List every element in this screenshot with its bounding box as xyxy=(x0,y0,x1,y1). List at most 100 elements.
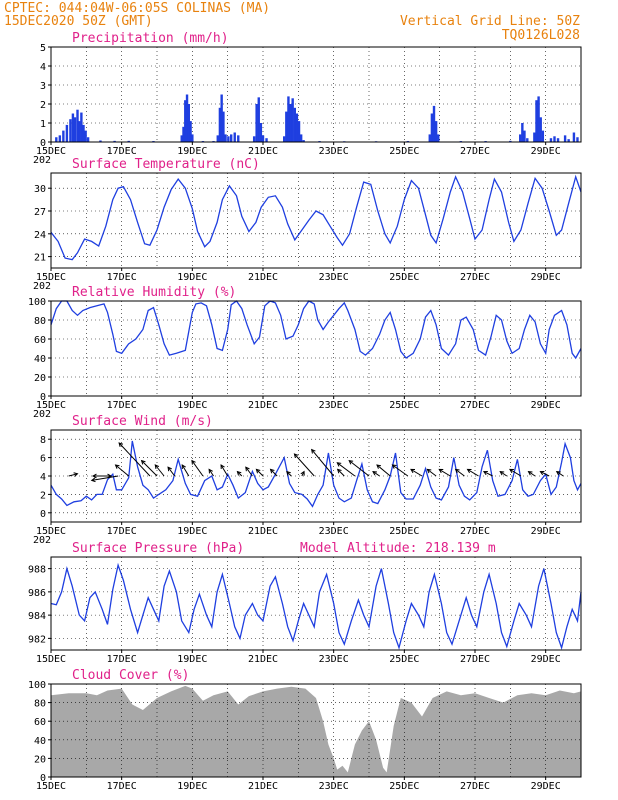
precip-bar xyxy=(293,107,296,142)
rh-series-line xyxy=(50,300,582,360)
y-tick-label: 0 xyxy=(40,138,46,149)
wind-vector xyxy=(427,468,437,477)
precip-bar xyxy=(289,104,292,142)
wind-vector-head xyxy=(310,448,316,454)
wind-vector-head xyxy=(114,464,120,469)
y-tick-label: 80 xyxy=(34,316,46,327)
y-tick-label: 100 xyxy=(28,297,46,308)
precip-bar xyxy=(521,123,524,142)
x-tick-label: 23DEC xyxy=(319,526,349,537)
pres-subtitle: Model Altitude: 218.139 m xyxy=(300,541,496,556)
wind-vector xyxy=(540,471,550,477)
wind-vector xyxy=(455,468,465,477)
x-tick-label: 21DEC xyxy=(248,146,278,157)
x-tick-label: 21DEC xyxy=(248,526,278,537)
wind-vector xyxy=(167,466,176,477)
precip-bar xyxy=(287,96,290,142)
x-tick-label: 19DEC xyxy=(177,400,207,411)
wind-vector-head xyxy=(91,473,97,479)
y-tick-label: 40 xyxy=(34,354,46,365)
x-tick-label: 23DEC xyxy=(319,400,349,411)
y-tick-label: 1 xyxy=(40,119,46,130)
wind-vector xyxy=(154,464,165,477)
x-tick-label: 29DEC xyxy=(531,654,561,665)
wind-vector-head xyxy=(391,464,397,469)
x-tick-label: 15DEC xyxy=(36,272,66,283)
wind-vector-head xyxy=(426,468,432,474)
header-model: TQ0126L028 xyxy=(502,28,580,43)
wind-vector xyxy=(337,469,345,477)
precip-bar xyxy=(437,134,440,142)
y-tick-label: 100 xyxy=(28,680,46,691)
precip-bar xyxy=(283,136,286,142)
precip-bar xyxy=(55,137,58,142)
precip-bar xyxy=(434,121,438,142)
precip-bar xyxy=(252,136,256,142)
wind-vector xyxy=(509,468,522,477)
wind-vector xyxy=(256,469,264,477)
y-tick-label: 60 xyxy=(34,335,46,346)
wind-vector xyxy=(191,460,204,477)
y-tick-label: 988 xyxy=(28,565,46,576)
temp-frame xyxy=(50,172,582,269)
cloud-cover-panel: Cloud Cover (%) 0 20 40 60 80 100 15DEC 17DEC 19D… xyxy=(28,668,582,792)
wind-vector xyxy=(348,460,370,477)
wind-vector xyxy=(376,464,391,477)
precip-bar xyxy=(257,97,260,142)
precip-bar xyxy=(185,94,189,142)
x-tick-label: 21DEC xyxy=(248,400,278,411)
precip-bar xyxy=(216,135,219,142)
rh-title: Relative Humidity (%) xyxy=(72,285,236,300)
wind-vector xyxy=(528,471,536,477)
precip-bar xyxy=(189,121,192,142)
wind-vector xyxy=(499,471,508,477)
precip-bar xyxy=(432,105,436,142)
x-year-label: 202 xyxy=(33,281,51,292)
precip-bar xyxy=(285,111,288,142)
x-tick-label: 23DEC xyxy=(319,781,349,792)
precip-bar xyxy=(535,100,538,142)
precip-bar xyxy=(73,117,77,142)
wind-vector-head xyxy=(336,468,342,474)
wind-vector-head xyxy=(555,471,561,476)
x-tick-label: 15DEC xyxy=(36,781,66,792)
precip-bar xyxy=(191,134,194,142)
rh-frame xyxy=(50,300,582,397)
wind-vector xyxy=(294,453,315,477)
wind-vector xyxy=(208,469,214,477)
wind-vector xyxy=(467,468,479,477)
x-tick-label: 27DEC xyxy=(460,146,490,157)
precip-bar xyxy=(549,138,553,142)
precip-bar xyxy=(537,96,540,142)
wind-vector xyxy=(439,468,451,477)
wind-vector-head xyxy=(372,471,378,476)
wind-vector-head xyxy=(73,472,79,477)
precip-bar xyxy=(76,109,79,142)
y-tick-label: 20 xyxy=(34,754,46,765)
precip-bar xyxy=(297,121,301,142)
wind-title: Surface Wind (m/s) xyxy=(72,414,213,429)
wind-vector-head xyxy=(454,468,460,474)
wind-vector xyxy=(270,469,278,477)
precip-bar xyxy=(184,100,187,142)
cloud-frame xyxy=(50,683,582,778)
wind-vector xyxy=(556,471,564,477)
precip-bar xyxy=(519,134,522,142)
y-tick-label: 30 xyxy=(34,184,46,195)
precip-bar xyxy=(233,132,236,142)
x-tick-label: 21DEC xyxy=(248,654,278,665)
precip-bar xyxy=(299,134,303,142)
precip-bar xyxy=(261,135,265,142)
wind-vector-head xyxy=(527,471,533,476)
wind-series-line xyxy=(50,440,582,508)
wind-vector-head xyxy=(376,464,382,469)
wind-vector-head xyxy=(438,468,444,474)
x-tick-label: 27DEC xyxy=(460,272,490,283)
y-tick-label: 40 xyxy=(34,736,46,747)
precip-bar xyxy=(295,113,299,142)
y-tick-label: 80 xyxy=(34,699,46,710)
x-tick-label: 25DEC xyxy=(389,400,419,411)
precip-bar xyxy=(69,119,72,142)
precip-bar xyxy=(302,140,305,142)
y-tick-label: 8 xyxy=(40,435,46,446)
